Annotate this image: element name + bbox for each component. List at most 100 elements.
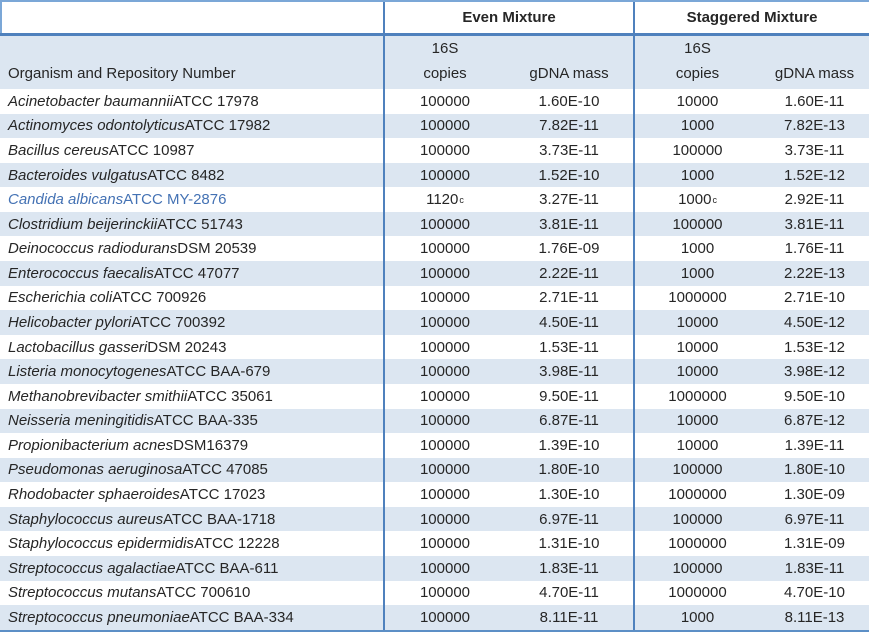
table-row: Acinetobacter baumannii ATCC 17978 10000… xyxy=(0,89,869,114)
even-gdna-mass-cell: 4.70E-11 xyxy=(539,584,599,602)
staggered-copies-cell: 1000 c xyxy=(633,187,760,212)
even-gdna-mass-cell: 1.80E-10 xyxy=(538,461,600,479)
table-row: Clostridium beijerinckii ATCC 51743 1000… xyxy=(0,211,869,237)
staggered-copies-cell: 1000000 xyxy=(633,482,760,507)
table-row: Helicobacter pylori ATCC 700392 100000 4… xyxy=(0,310,869,335)
even-copies-cell: 100000 xyxy=(383,138,505,163)
staggered-gdna-mass-cell: 1.39E-11 xyxy=(784,436,845,454)
organism-name: Neisseria meningitidis xyxy=(8,412,154,430)
table-row: Actinomyces odontolyticus ATCC 17982 100… xyxy=(0,113,869,139)
even-copies-cell: 100000 xyxy=(383,310,505,335)
even-copies-cell: 100000 xyxy=(383,506,505,532)
repository-number: ATCC BAA-1718 xyxy=(163,510,276,528)
even-gdna-mass-cell: 7.82E-11 xyxy=(539,117,599,135)
staggered-copies-cell: 1000 xyxy=(633,236,760,262)
even-gdna-mass-cell: 1.31E-10 xyxy=(538,535,600,553)
corner-cell xyxy=(0,2,383,33)
table-row: Neisseria meningitidis ATCC BAA-335 1000… xyxy=(0,408,869,434)
staggered-gdna-mass-cell: 1.52E-12 xyxy=(784,166,845,184)
organism-cell: Rhodobacter sphaeroides ATCC 17023 xyxy=(0,482,383,507)
organism-cell: Listeria monocytogenes ATCC BAA-679 xyxy=(0,359,383,384)
table-row: Propionibacterium acnes DSM16379 100000 … xyxy=(0,433,869,458)
staggered-gdna-mass-cell: 1.53E-12 xyxy=(784,338,845,356)
even-copies-column-header: 16S copies xyxy=(383,36,505,89)
repository-number: ATCC 35061 xyxy=(187,387,273,405)
table-row: Streptococcus mutans ATCC 700610 100000 … xyxy=(0,580,869,606)
organism-name: Streptococcus agalactiae xyxy=(8,559,176,577)
staggered-gdna-mass-cell: 1.83E-11 xyxy=(784,559,845,577)
copies-header-line1: 16S xyxy=(684,40,711,57)
staggered-copies-cell: 1000 xyxy=(633,113,760,139)
even-copies-cell: 100000 xyxy=(383,211,505,237)
staggered-copies-cell: 10000 xyxy=(633,359,760,384)
organism-cell: Enterococcus faecalis ATCC 47077 xyxy=(0,261,383,286)
table-row: Deinococcus radiodurans DSM 20539 100000… xyxy=(0,236,869,262)
table-row: Streptococcus pneumoniae ATCC BAA-334 10… xyxy=(0,605,869,630)
organism-cell: Staphylococcus epidermidis ATCC 12228 xyxy=(0,531,383,556)
even-copies-cell: 100000 xyxy=(383,383,505,409)
staggered-gdna-mass-cell: 1.60E-11 xyxy=(784,92,845,110)
even-gdna-mass-cell: 6.87E-11 xyxy=(539,412,599,430)
staggered-gdna-mass-cell: 4.70E-10 xyxy=(784,584,845,602)
staggered-copies-cell: 100000 xyxy=(633,555,760,581)
staggered-gdna-mass-cell: 8.11E-13 xyxy=(784,608,845,626)
staggered-copies-cell: 1000000 xyxy=(633,580,760,606)
even-gdna-mass-cell: 1.52E-10 xyxy=(538,166,600,184)
repository-number: ATCC 8482 xyxy=(147,166,225,184)
staggered-copies-cell: 10000 xyxy=(633,89,760,114)
even-copies-cell: 100000 xyxy=(383,580,505,606)
organism-name: Staphylococcus epidermidis xyxy=(8,535,194,553)
repository-number: ATCC 17023 xyxy=(179,486,266,504)
even-copies-cell: 100000 xyxy=(383,433,505,458)
staggered-mixture-header: Staggered Mixture xyxy=(633,2,869,33)
repository-number: ATCC 17982 xyxy=(184,117,271,135)
staggered-gdna-column-header: gDNA mass xyxy=(760,36,869,89)
staggered-copies-cell: 100000 xyxy=(633,457,760,483)
organism-name: Deinococcus radiodurans xyxy=(8,240,178,258)
organism-cell: Bacteroides vulgatus ATCC 8482 xyxy=(0,163,383,188)
table-row: Lactobacillus gasseri DSM 20243 100000 1… xyxy=(0,334,869,360)
repository-number: ATCC BAA-611 xyxy=(175,559,279,577)
staggered-copies-cell: 100000 xyxy=(633,138,760,163)
staggered-gdna-mass-cell: 3.73E-11 xyxy=(784,141,845,159)
table-row: Methanobrevibacter smithii ATCC 35061 10… xyxy=(0,383,869,409)
organism-cell: Lactobacillus gasseri DSM 20243 xyxy=(0,335,383,360)
even-copies-cell: 100000 xyxy=(383,89,505,114)
organism-cell: Methanobrevibacter smithii ATCC 35061 xyxy=(0,384,383,409)
organism-name: Bacteroides vulgatus xyxy=(8,166,148,184)
staggered-copies-cell: 1000 xyxy=(633,261,760,286)
table-row: Staphylococcus aureus ATCC BAA-1718 1000… xyxy=(0,506,869,532)
repository-number: ATCC 10987 xyxy=(108,141,195,159)
staggered-copies-cell: 10000 xyxy=(633,334,760,360)
even-gdna-column-header: gDNA mass xyxy=(505,36,633,89)
organism-column-header: Organism and Repository Number xyxy=(0,36,383,89)
copies-header-line2: copies xyxy=(675,65,720,82)
staggered-gdna-mass-cell: 2.22E-13 xyxy=(784,264,845,282)
repository-number: ATCC 700610 xyxy=(156,584,251,602)
even-copies-cell: 100000 xyxy=(383,482,505,507)
organism-cell: Streptococcus pneumoniae ATCC BAA-334 xyxy=(0,605,383,630)
even-mixture-header: Even Mixture xyxy=(383,2,633,33)
organism-name: Listeria monocytogenes xyxy=(8,363,167,381)
even-copies-cell: 100000 xyxy=(383,457,505,483)
staggered-gdna-mass-cell: 4.50E-12 xyxy=(784,313,845,331)
column-header-row: Organism and Repository Number 16S copie… xyxy=(0,36,869,89)
organism-name: Staphylococcus aureus xyxy=(8,510,164,528)
repository-number: DSM 20539 xyxy=(177,240,257,258)
even-gdna-mass-cell: 1.30E-10 xyxy=(538,486,600,504)
even-copies-cell: 100000 xyxy=(383,408,505,434)
organism-cell: Candida albicans ATCC MY-2876 xyxy=(0,187,383,212)
organism-name: Streptococcus pneumoniae xyxy=(8,608,190,626)
even-copies-cell: 100000 xyxy=(383,359,505,384)
even-gdna-mass-cell: 1.83E-11 xyxy=(539,559,599,577)
staggered-gdna-mass-cell: 3.81E-11 xyxy=(784,215,845,233)
organism-name: Candida albicans xyxy=(8,191,124,209)
staggered-gdna-mass-cell: 1.76E-11 xyxy=(784,240,845,258)
table-row: Listeria monocytogenes ATCC BAA-679 1000… xyxy=(0,359,869,384)
organism-cell: Bacillus cereus ATCC 10987 xyxy=(0,138,383,163)
organism-name: Streptococcus mutans xyxy=(8,584,157,602)
copies-header-line1: 16S xyxy=(431,40,459,57)
table-row: Bacillus cereus ATCC 10987 100000 3.73E-… xyxy=(0,138,869,163)
even-gdna-mass-cell: 2.71E-11 xyxy=(539,289,599,307)
